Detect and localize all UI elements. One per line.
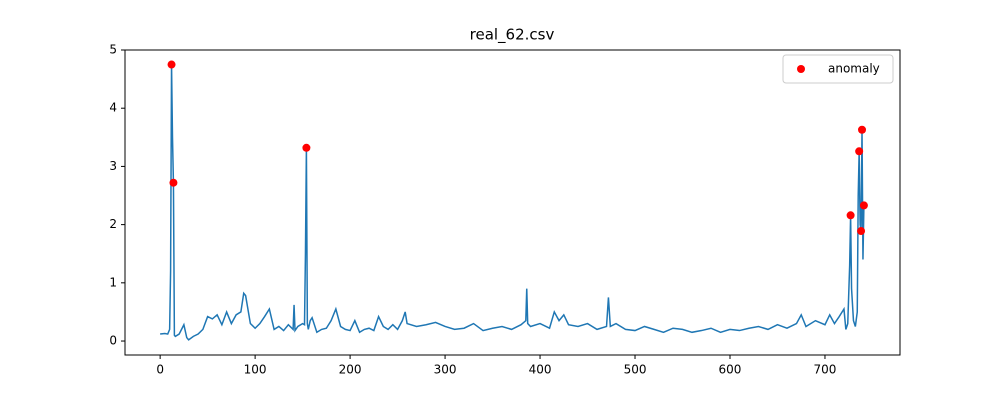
anomaly-point — [858, 125, 867, 134]
x-tick-label: 600 — [719, 363, 742, 377]
legend-marker — [797, 65, 805, 73]
anomaly-point — [857, 227, 866, 236]
x-tick-label: 500 — [624, 363, 647, 377]
anomaly-point — [302, 143, 311, 152]
y-tick-label: 0 — [109, 334, 117, 348]
chart-title: real_62.csv — [470, 26, 555, 45]
anomaly-point — [859, 201, 868, 210]
x-tick-label: 100 — [244, 363, 267, 377]
anomaly-point — [167, 60, 176, 69]
x-tick-label: 700 — [814, 363, 837, 377]
x-tick-label: 200 — [339, 363, 362, 377]
axes-frame — [124, 49, 901, 356]
x-tick-label: 0 — [156, 363, 164, 377]
anomaly-point — [846, 211, 855, 220]
anomaly-point — [855, 147, 864, 156]
legend-label: anomaly — [828, 62, 880, 76]
anomaly-point — [169, 178, 178, 187]
y-tick-label: 5 — [109, 43, 117, 57]
y-tick-label: 3 — [109, 159, 117, 173]
legend-box — [782, 54, 894, 84]
x-tick-label: 400 — [529, 363, 552, 377]
x-tick-label: 300 — [434, 363, 457, 377]
y-tick-label: 1 — [109, 275, 117, 289]
y-tick-label: 4 — [109, 101, 117, 115]
line — [160, 64, 865, 341]
y-tick-label: 2 — [109, 217, 117, 231]
